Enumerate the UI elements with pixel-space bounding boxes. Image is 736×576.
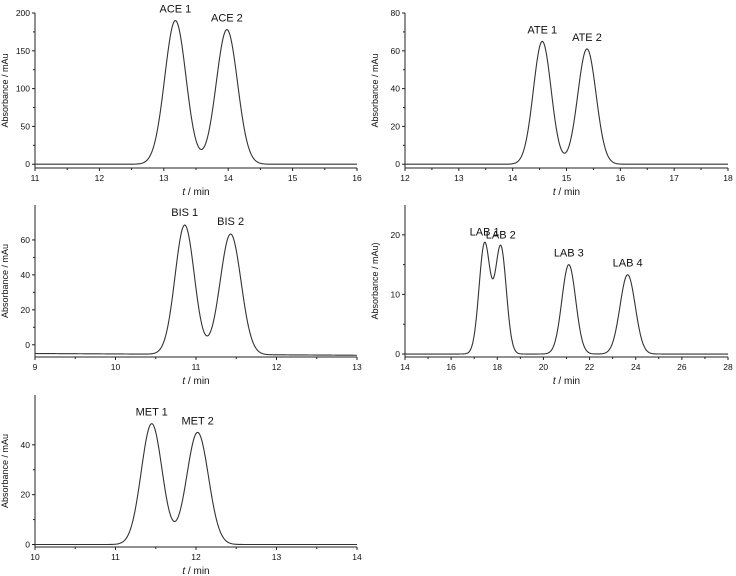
x-tick-label: 24: [631, 362, 641, 372]
y-tick-label: 150: [16, 46, 30, 56]
x-tick-label: 14: [400, 362, 410, 372]
peak-label-met-1: MET 1: [136, 407, 168, 419]
y-tick-label: 0: [395, 349, 400, 359]
x-tick-label: 13: [272, 552, 282, 562]
x-tick-label: 16: [616, 173, 626, 183]
peak-label-ate-1: ATE 1: [527, 24, 557, 36]
x-tick-label: 13: [454, 173, 464, 183]
x-tick-label: 18: [723, 173, 733, 183]
y-tick-label: 100: [16, 84, 30, 94]
y-tick-label: 20: [391, 121, 401, 131]
x-tick-label: 16: [352, 173, 362, 183]
y-tick-label: 60: [21, 235, 31, 245]
x-axis-label: t / min: [553, 187, 580, 198]
y-tick-label: 40: [21, 440, 31, 450]
peak-label-met-2: MET 2: [182, 415, 214, 427]
peak-label-lab-4: LAB 4: [613, 258, 643, 270]
y-tick-label: 80: [391, 8, 401, 18]
chromatogram-trace-lab: [405, 241, 728, 355]
y-tick-label: 40: [21, 270, 31, 280]
y-axis-label: Absorbance / mAu: [0, 244, 10, 318]
chart-panel-ace: 11 12 13 14 15 16 0 50 100 150 200 t / min Absorbanc…: [0, 4, 362, 198]
peak-label-bis-2: BIS 2: [217, 216, 244, 228]
y-tick-label: 0: [25, 159, 30, 169]
peak-label-lab-2: LAB 2: [486, 230, 516, 242]
y-tick-label: 40: [391, 84, 401, 94]
x-axis-label: t / min: [182, 566, 209, 576]
x-tick-label: 9: [33, 362, 38, 372]
x-tick-label: 22: [585, 362, 595, 372]
x-axis-label: t / min: [182, 187, 209, 198]
peak-label-lab-1: LAB 1: [470, 227, 500, 239]
chart-panel-met: 10 11 12 13 14 0 20 40 t / min Absorbance / mAu ME…: [0, 395, 362, 576]
x-tick-label: 13: [352, 362, 362, 372]
x-tick-label: 13: [159, 173, 169, 183]
peak-label-lab-3: LAB 3: [554, 248, 584, 260]
x-tick-label: 14: [352, 552, 362, 562]
y-tick-label: 0: [25, 540, 30, 550]
x-tick-label: 12: [95, 173, 105, 183]
y-axis-label: Absorbance / mAu: [0, 434, 10, 508]
y-tick-label: 60: [391, 46, 401, 56]
y-tick-label: 50: [21, 121, 31, 131]
y-tick-label: 20: [391, 230, 401, 240]
chart-panel-bis: 9 10 11 12 13 0 20 40 60 t / min Absorbance / mAu B…: [0, 205, 362, 387]
x-axis-label: t / min: [182, 376, 209, 387]
x-tick-label: 12: [400, 173, 410, 183]
y-tick-label: 20: [21, 305, 31, 315]
x-tick-label: 10: [30, 552, 40, 562]
peak-label-ate-2: ATE 2: [572, 32, 602, 44]
x-tick-label: 14: [508, 173, 518, 183]
y-tick-label: 200: [16, 8, 30, 18]
x-tick-label: 15: [562, 173, 572, 183]
peak-label-bis-1: BIS 1: [171, 207, 198, 219]
y-tick-label: 20: [21, 490, 31, 500]
x-axis-label: t / min: [553, 376, 580, 387]
x-tick-label: 26: [677, 362, 687, 372]
x-tick-label: 11: [192, 362, 201, 372]
peak-label-ace-2: ACE 2: [211, 13, 243, 25]
peak-label-ace-1: ACE 1: [159, 4, 191, 16]
x-tick-label: 28: [723, 362, 733, 372]
chromatogram-trace-met: [35, 423, 357, 546]
x-tick-label: 17: [669, 173, 679, 183]
x-tick-label: 14: [223, 173, 233, 183]
x-tick-label: 12: [191, 552, 201, 562]
y-axis-label: Absorbance / mAu): [370, 242, 380, 319]
x-tick-label: 12: [272, 362, 282, 372]
x-tick-label: 11: [111, 552, 120, 562]
x-tick-label: 11: [31, 173, 40, 183]
chromatogram-trace-ace: [35, 19, 357, 165]
chart-panel-ate: 12 13 14 15 16 17 18 0 20 40 60 80 t / min Absorbance…: [370, 8, 733, 198]
y-axis-label: Absorbance / mAu: [370, 53, 380, 127]
y-axis-label: Absorbance / mAu: [0, 53, 10, 127]
x-tick-label: 16: [446, 362, 456, 372]
chromatogram-trace-bis: [35, 224, 357, 356]
y-tick-label: 0: [25, 340, 30, 350]
chart-panel-lab: 14 16 18 20 22 24 26 28 0 10 20 t / min Absorbance /…: [370, 205, 733, 387]
x-tick-label: 20: [539, 362, 549, 372]
chromatogram-trace-ate: [405, 40, 728, 165]
x-tick-label: 15: [288, 173, 298, 183]
y-tick-label: 10: [391, 289, 401, 299]
x-tick-label: 18: [493, 362, 503, 372]
x-tick-label: 10: [111, 362, 121, 372]
y-tick-label: 0: [395, 159, 400, 169]
